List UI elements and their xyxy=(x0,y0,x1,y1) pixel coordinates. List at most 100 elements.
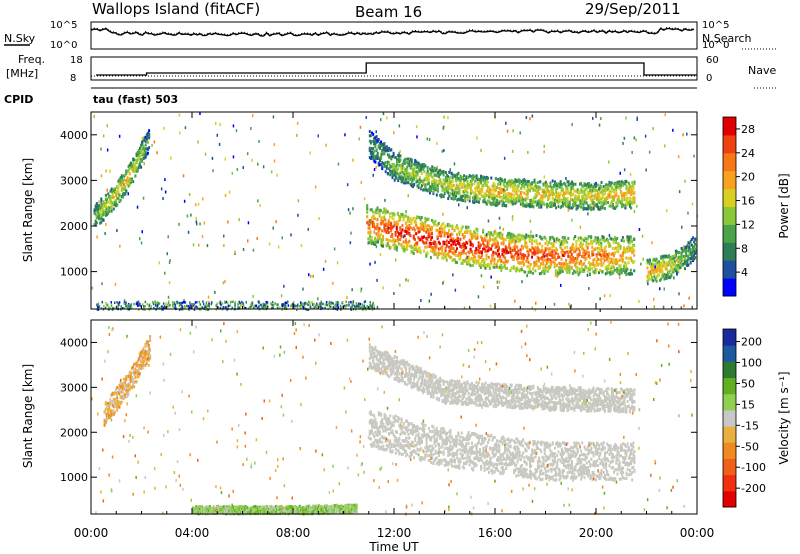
power-cell xyxy=(446,232,449,235)
power-cell xyxy=(368,156,371,159)
power-cell xyxy=(276,306,279,310)
power-cell xyxy=(627,261,630,265)
power-cell xyxy=(389,173,392,177)
power-cell xyxy=(419,225,422,229)
power-cell xyxy=(178,304,181,307)
power-cell xyxy=(102,134,105,138)
power-cell xyxy=(103,204,106,208)
power-cell xyxy=(538,192,541,196)
power-cell xyxy=(689,261,692,265)
power-cell xyxy=(627,201,630,204)
power-cell xyxy=(526,274,528,278)
power-cell xyxy=(551,248,554,252)
velocity-cell xyxy=(112,397,115,401)
power-cell xyxy=(383,215,386,219)
power-cell xyxy=(512,265,515,269)
power-cell xyxy=(108,210,111,213)
power-cell xyxy=(391,174,394,177)
power-cell xyxy=(535,241,538,245)
power-cell xyxy=(124,192,127,196)
power-cell xyxy=(488,267,491,271)
power-cell xyxy=(373,242,375,246)
power-cell xyxy=(676,264,678,267)
power-cell xyxy=(518,196,521,200)
power-cell xyxy=(485,233,488,237)
power-cell xyxy=(415,221,418,224)
power-cell xyxy=(332,281,334,285)
power-cell xyxy=(555,200,558,204)
power-cell xyxy=(465,252,468,256)
power-cell xyxy=(648,259,651,263)
power-cell xyxy=(517,189,520,193)
power-cell xyxy=(393,173,396,177)
power-cell xyxy=(194,203,197,207)
power-cell xyxy=(371,223,374,227)
power-cell xyxy=(398,155,401,158)
power-cell xyxy=(432,250,435,254)
power-cell xyxy=(401,170,404,174)
power-cell xyxy=(396,237,399,241)
power-cell xyxy=(587,242,590,246)
power-cell xyxy=(445,239,448,243)
velocity-cell xyxy=(120,382,123,386)
power-cell xyxy=(516,236,519,240)
power-cell xyxy=(617,199,620,203)
power-cell xyxy=(205,306,208,310)
power-cell xyxy=(387,222,390,226)
power-cell xyxy=(512,266,515,270)
power-cell xyxy=(424,183,427,187)
power-cell xyxy=(471,235,474,239)
power-cell xyxy=(584,265,587,268)
power-cell xyxy=(228,304,230,308)
power-cell xyxy=(109,307,111,310)
power-cell xyxy=(569,191,572,195)
power-cell xyxy=(484,192,487,196)
power-cell xyxy=(423,183,425,186)
power-cell xyxy=(110,203,113,207)
power-cell xyxy=(500,199,503,203)
power-cell xyxy=(385,164,388,168)
power-cell xyxy=(560,283,562,287)
power-cell xyxy=(398,159,401,163)
power-cell xyxy=(379,146,381,150)
power-cell xyxy=(141,159,144,163)
power-cell xyxy=(504,256,507,260)
power-cell xyxy=(488,238,491,242)
power-cell xyxy=(382,244,385,248)
power-cell xyxy=(507,181,510,185)
power-cell xyxy=(486,176,489,180)
power-cell xyxy=(193,303,195,306)
power-cell xyxy=(600,201,603,204)
power-cell xyxy=(677,260,680,264)
power-cell xyxy=(423,235,425,239)
power-cell xyxy=(424,188,427,192)
power-cell xyxy=(480,180,483,184)
power-cell xyxy=(406,165,409,169)
power-cell xyxy=(481,194,484,198)
power-cell xyxy=(313,302,315,306)
power-cell xyxy=(622,192,625,196)
power-cell xyxy=(250,303,252,306)
power-cell xyxy=(385,231,388,234)
power-cell xyxy=(583,191,586,195)
power-cell xyxy=(367,226,370,230)
power-cell xyxy=(482,228,485,232)
power-cell xyxy=(224,193,227,197)
power-cell xyxy=(271,303,273,307)
power-cell xyxy=(149,307,152,310)
power-cell xyxy=(475,227,478,231)
power-cell xyxy=(584,188,587,192)
power-cell xyxy=(451,247,454,251)
power-cell xyxy=(429,191,431,195)
power-cell xyxy=(425,219,428,223)
power-cell xyxy=(112,207,115,211)
power-cell xyxy=(273,159,276,163)
power-cell xyxy=(238,218,240,222)
power-cell xyxy=(119,178,122,181)
power-cell xyxy=(624,247,627,251)
power-cell xyxy=(473,230,475,234)
power-cell xyxy=(461,199,464,202)
power-cell xyxy=(381,216,383,220)
power-cell xyxy=(426,182,429,186)
power-cell xyxy=(486,241,489,245)
